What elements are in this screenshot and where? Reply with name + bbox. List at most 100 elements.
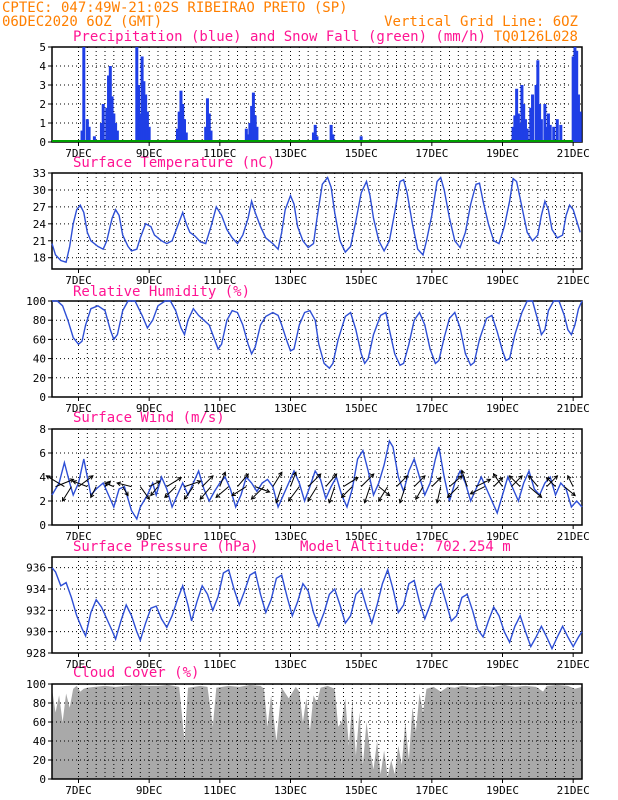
wind-arrow xyxy=(55,478,74,488)
precip-bar xyxy=(115,130,119,142)
precip-bar xyxy=(110,96,114,142)
y-tick-label: 0 xyxy=(39,391,46,404)
precip-bar xyxy=(313,124,317,142)
wind-arrow-head xyxy=(486,478,492,483)
x-tick-label: 15DEC xyxy=(345,658,378,671)
precip-bar xyxy=(331,134,335,142)
wind-arrow-head xyxy=(116,481,122,487)
precip-bar xyxy=(142,81,146,142)
wind-arrow xyxy=(546,475,558,487)
y-tick-label: 80 xyxy=(33,314,46,327)
precip-bar xyxy=(548,124,552,142)
precip-bar xyxy=(525,128,529,142)
wind-arrow xyxy=(528,475,539,487)
panel-frame xyxy=(51,683,583,780)
wind-arrow xyxy=(493,473,503,487)
panel-0: 0 1 2 3 4 5 7DEC 9DEC 11DEC 13DEC 15DEC 17DEC 19DEC 2… xyxy=(39,41,589,160)
x-tick-label: 7DEC xyxy=(65,784,92,797)
wind-arrow xyxy=(449,475,463,487)
precip-bar xyxy=(529,107,533,142)
wind-arrow-head xyxy=(265,488,271,494)
wind-arrow xyxy=(307,473,322,487)
wind-arrow-head xyxy=(332,473,338,479)
y-tick-label: 4 xyxy=(39,60,46,73)
wind-arrow-head xyxy=(150,491,155,497)
x-tick-label: 17DEC xyxy=(415,147,448,160)
wind-arrow-head xyxy=(553,475,559,480)
x-tick-label: 7DEC xyxy=(65,147,92,160)
precip-bar xyxy=(515,88,519,142)
precip-bar xyxy=(578,111,582,142)
wind-arrow-head xyxy=(537,493,543,499)
panel-frame xyxy=(51,300,583,398)
wind-arrow xyxy=(164,486,177,498)
x-tick-label: 9DEC xyxy=(136,658,163,671)
precip-bar xyxy=(207,113,211,142)
precip-bar xyxy=(144,94,148,142)
x-tick-label: 9DEC xyxy=(136,402,163,415)
wind-arrow-head xyxy=(567,474,572,480)
x-tick-label: 19DEC xyxy=(486,147,519,160)
wind-arrow xyxy=(399,486,406,503)
x-tick-label: 13DEC xyxy=(274,274,307,287)
panel-3: 0 2 4 6 8 7DEC 9DEC 11DEC 13DEC 15DEC 17DEC 19DEC 21… xyxy=(39,423,589,543)
x-tick-label: 17DEC xyxy=(415,402,448,415)
precip-bar xyxy=(92,136,96,142)
precip-bar xyxy=(105,107,109,142)
wind-arrow xyxy=(360,473,375,487)
wind-arrow-head xyxy=(177,477,183,482)
wind-arrow-head xyxy=(250,495,256,500)
panel-5: 0 20 40 60 80 100 7DEC 9DEC 11DEC 13DEC 15DEC 17DEC… xyxy=(26,678,590,797)
x-tick-label: 21DEC xyxy=(557,274,590,287)
x-tick-label: 13DEC xyxy=(274,147,307,160)
wind-arrow-head xyxy=(328,498,333,504)
precip-bar xyxy=(179,90,183,142)
wind-arrow-head xyxy=(398,498,404,504)
precip-bar xyxy=(255,126,259,142)
series-line-1 xyxy=(51,176,581,264)
panel-4: 928 930 932 934 936 7DEC 9DEC 11DEC 13DEC 15DEC 17… xyxy=(26,556,590,671)
precip-bar xyxy=(108,66,112,142)
precip-bar xyxy=(555,119,559,142)
x-tick-label: 17DEC xyxy=(415,784,448,797)
x-tick-label: 13DEC xyxy=(274,402,307,415)
wind-arrow-head xyxy=(221,471,227,477)
wind-arrow-head xyxy=(244,473,249,479)
y-tick-label: 18 xyxy=(33,252,46,265)
wind-arrow xyxy=(275,486,283,503)
wind-arrow xyxy=(341,486,353,498)
x-tick-label: 17DEC xyxy=(415,658,448,671)
precip-bar xyxy=(175,128,179,142)
wind-arrow xyxy=(396,475,408,487)
wind-arrow-head xyxy=(287,496,293,502)
precip-bar xyxy=(576,94,580,142)
header-grid-note: Vertical Grid Line: 6OZ xyxy=(384,14,578,30)
precip-bar xyxy=(552,126,556,142)
precip-bar xyxy=(99,123,103,142)
precip-bar xyxy=(140,56,144,142)
wind-arrow-head xyxy=(183,495,189,501)
title-cloud-cover: Cloud Cover (%) xyxy=(73,665,199,681)
x-tick-label: 21DEC xyxy=(557,784,590,797)
precip-bar xyxy=(137,85,141,142)
wind-arrow xyxy=(139,486,150,500)
precip-bar xyxy=(114,123,118,142)
precip-bar xyxy=(573,47,577,142)
title-humidity: Relative Humidity (%) xyxy=(73,284,250,300)
y-tick-label: 930 xyxy=(26,626,46,639)
y-tick-label: 33 xyxy=(33,167,46,180)
wind-arrow xyxy=(343,477,359,488)
precip-bar xyxy=(181,104,185,142)
wind-arrow xyxy=(436,486,442,503)
wind-arrow xyxy=(46,475,65,488)
wind-arrow xyxy=(546,477,556,487)
precip-bar xyxy=(513,115,517,142)
x-tick-label: 9DEC xyxy=(136,784,163,797)
precip-bar xyxy=(82,47,86,142)
wind-arrow-head xyxy=(353,477,359,482)
wind-arrow xyxy=(122,486,129,496)
x-tick-label: 11DEC xyxy=(203,402,236,415)
wind-arrow-head xyxy=(492,473,498,479)
x-tick-label: 9DEC xyxy=(136,530,163,543)
wind-arrow-head xyxy=(196,479,202,485)
